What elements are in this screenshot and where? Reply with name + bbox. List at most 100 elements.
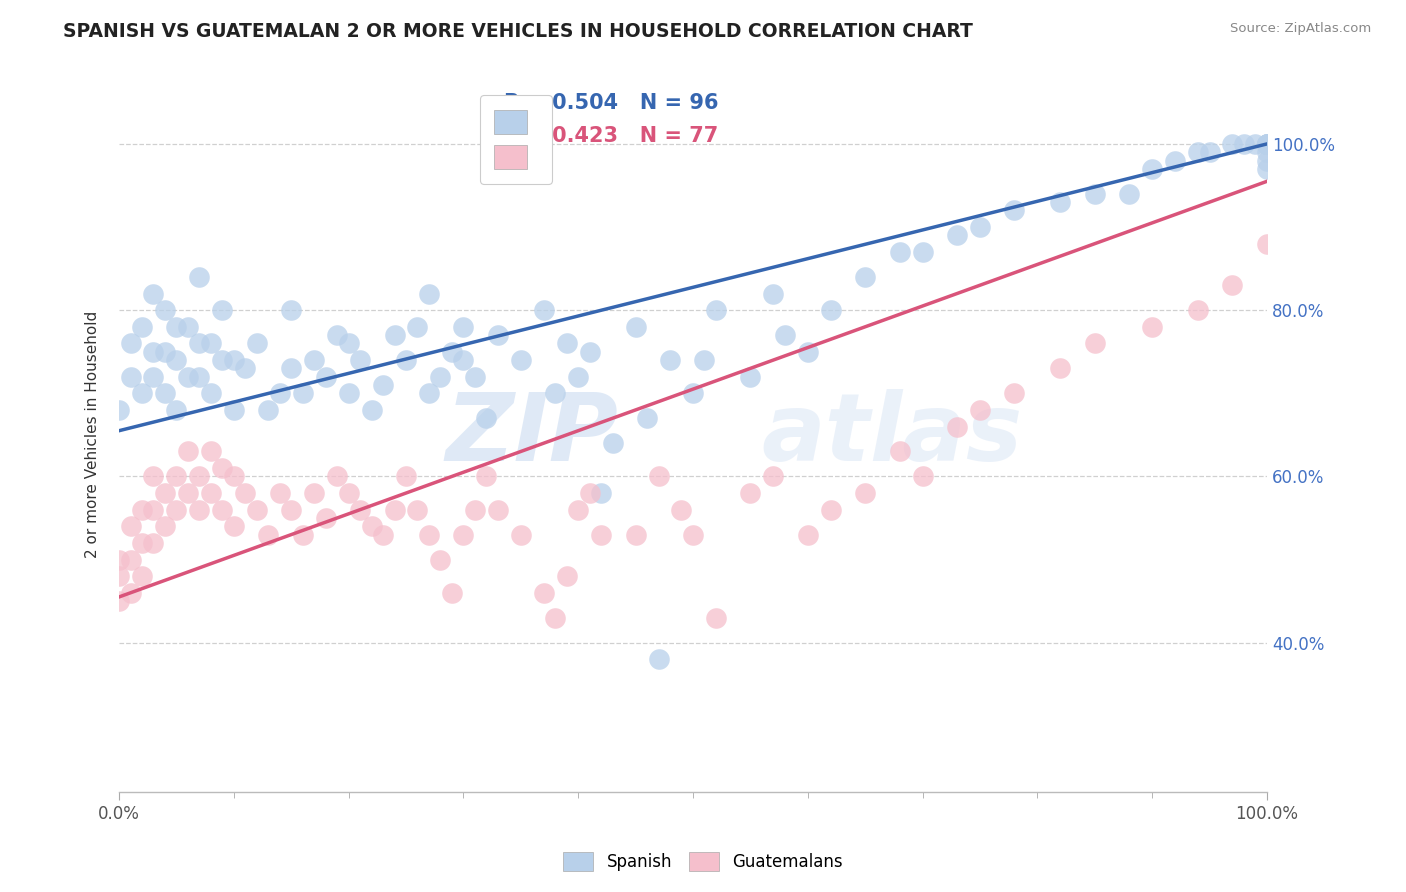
Point <box>555 336 578 351</box>
Point <box>418 527 440 541</box>
Point <box>853 269 876 284</box>
Point <box>578 344 600 359</box>
Point <box>797 527 820 541</box>
Point <box>1187 145 1209 160</box>
Point <box>1256 136 1278 151</box>
Point <box>969 403 991 417</box>
Point <box>108 552 131 566</box>
Point <box>337 386 360 401</box>
Point <box>704 303 727 318</box>
Point <box>395 469 418 483</box>
Point <box>647 469 669 483</box>
Point <box>360 403 382 417</box>
Point <box>889 444 911 458</box>
Point <box>120 519 142 533</box>
Point <box>475 469 498 483</box>
Point <box>1164 153 1187 168</box>
Point <box>544 611 567 625</box>
Point <box>165 469 187 483</box>
Point <box>165 353 187 368</box>
Point <box>120 369 142 384</box>
Point <box>659 353 682 368</box>
Point <box>1198 145 1220 160</box>
Point <box>911 245 934 260</box>
Point <box>418 386 440 401</box>
Point <box>211 353 233 368</box>
Point <box>740 369 762 384</box>
Point <box>211 303 233 318</box>
Point <box>188 336 211 351</box>
Point <box>188 369 211 384</box>
Point <box>371 527 394 541</box>
Point <box>153 386 176 401</box>
Point <box>1084 336 1107 351</box>
Point <box>591 527 613 541</box>
Point <box>222 403 245 417</box>
Point <box>200 386 222 401</box>
Point <box>889 245 911 260</box>
Point <box>165 319 187 334</box>
Point <box>591 486 613 500</box>
Point <box>406 319 429 334</box>
Point <box>280 361 302 376</box>
Point <box>302 353 325 368</box>
Point <box>233 486 256 500</box>
Point <box>773 328 796 343</box>
Text: SPANISH VS GUATEMALAN 2 OR MORE VEHICLES IN HOUSEHOLD CORRELATION CHART: SPANISH VS GUATEMALAN 2 OR MORE VEHICLES… <box>63 22 973 41</box>
Point <box>131 536 153 550</box>
Point <box>188 269 211 284</box>
Point <box>315 369 337 384</box>
Point <box>188 502 211 516</box>
Point <box>533 303 555 318</box>
Legend: Spanish, Guatemalans: Spanish, Guatemalans <box>555 843 851 880</box>
Point <box>131 319 153 334</box>
Point <box>233 361 256 376</box>
Point <box>797 344 820 359</box>
Point <box>682 527 704 541</box>
Point <box>153 344 176 359</box>
Point <box>165 502 187 516</box>
Point <box>302 486 325 500</box>
Point <box>682 386 704 401</box>
Point <box>704 611 727 625</box>
Point <box>624 319 647 334</box>
Point <box>120 586 142 600</box>
Point <box>153 303 176 318</box>
Text: atlas: atlas <box>762 389 1024 481</box>
Point <box>946 419 969 434</box>
Point <box>1140 161 1163 176</box>
Point <box>486 502 509 516</box>
Point <box>1049 195 1071 210</box>
Point <box>326 328 349 343</box>
Point <box>602 436 624 450</box>
Point <box>211 461 233 475</box>
Point <box>142 536 165 550</box>
Point <box>269 386 291 401</box>
Point <box>762 469 785 483</box>
Point <box>349 353 371 368</box>
Point <box>647 652 669 666</box>
Point <box>1256 136 1278 151</box>
Point <box>177 369 200 384</box>
Point <box>486 328 509 343</box>
Point <box>291 386 314 401</box>
Point <box>1233 136 1256 151</box>
Point <box>1187 303 1209 318</box>
Point <box>280 303 302 318</box>
Point <box>509 353 531 368</box>
Point <box>142 369 165 384</box>
Point <box>1222 136 1244 151</box>
Point <box>142 344 165 359</box>
Point <box>153 519 176 533</box>
Point <box>349 502 371 516</box>
Point <box>740 486 762 500</box>
Point <box>453 353 475 368</box>
Point <box>1256 161 1278 176</box>
Point <box>533 586 555 600</box>
Point <box>291 527 314 541</box>
Point <box>1256 136 1278 151</box>
Point <box>1049 361 1071 376</box>
Point <box>567 369 589 384</box>
Point <box>257 527 280 541</box>
Point <box>315 511 337 525</box>
